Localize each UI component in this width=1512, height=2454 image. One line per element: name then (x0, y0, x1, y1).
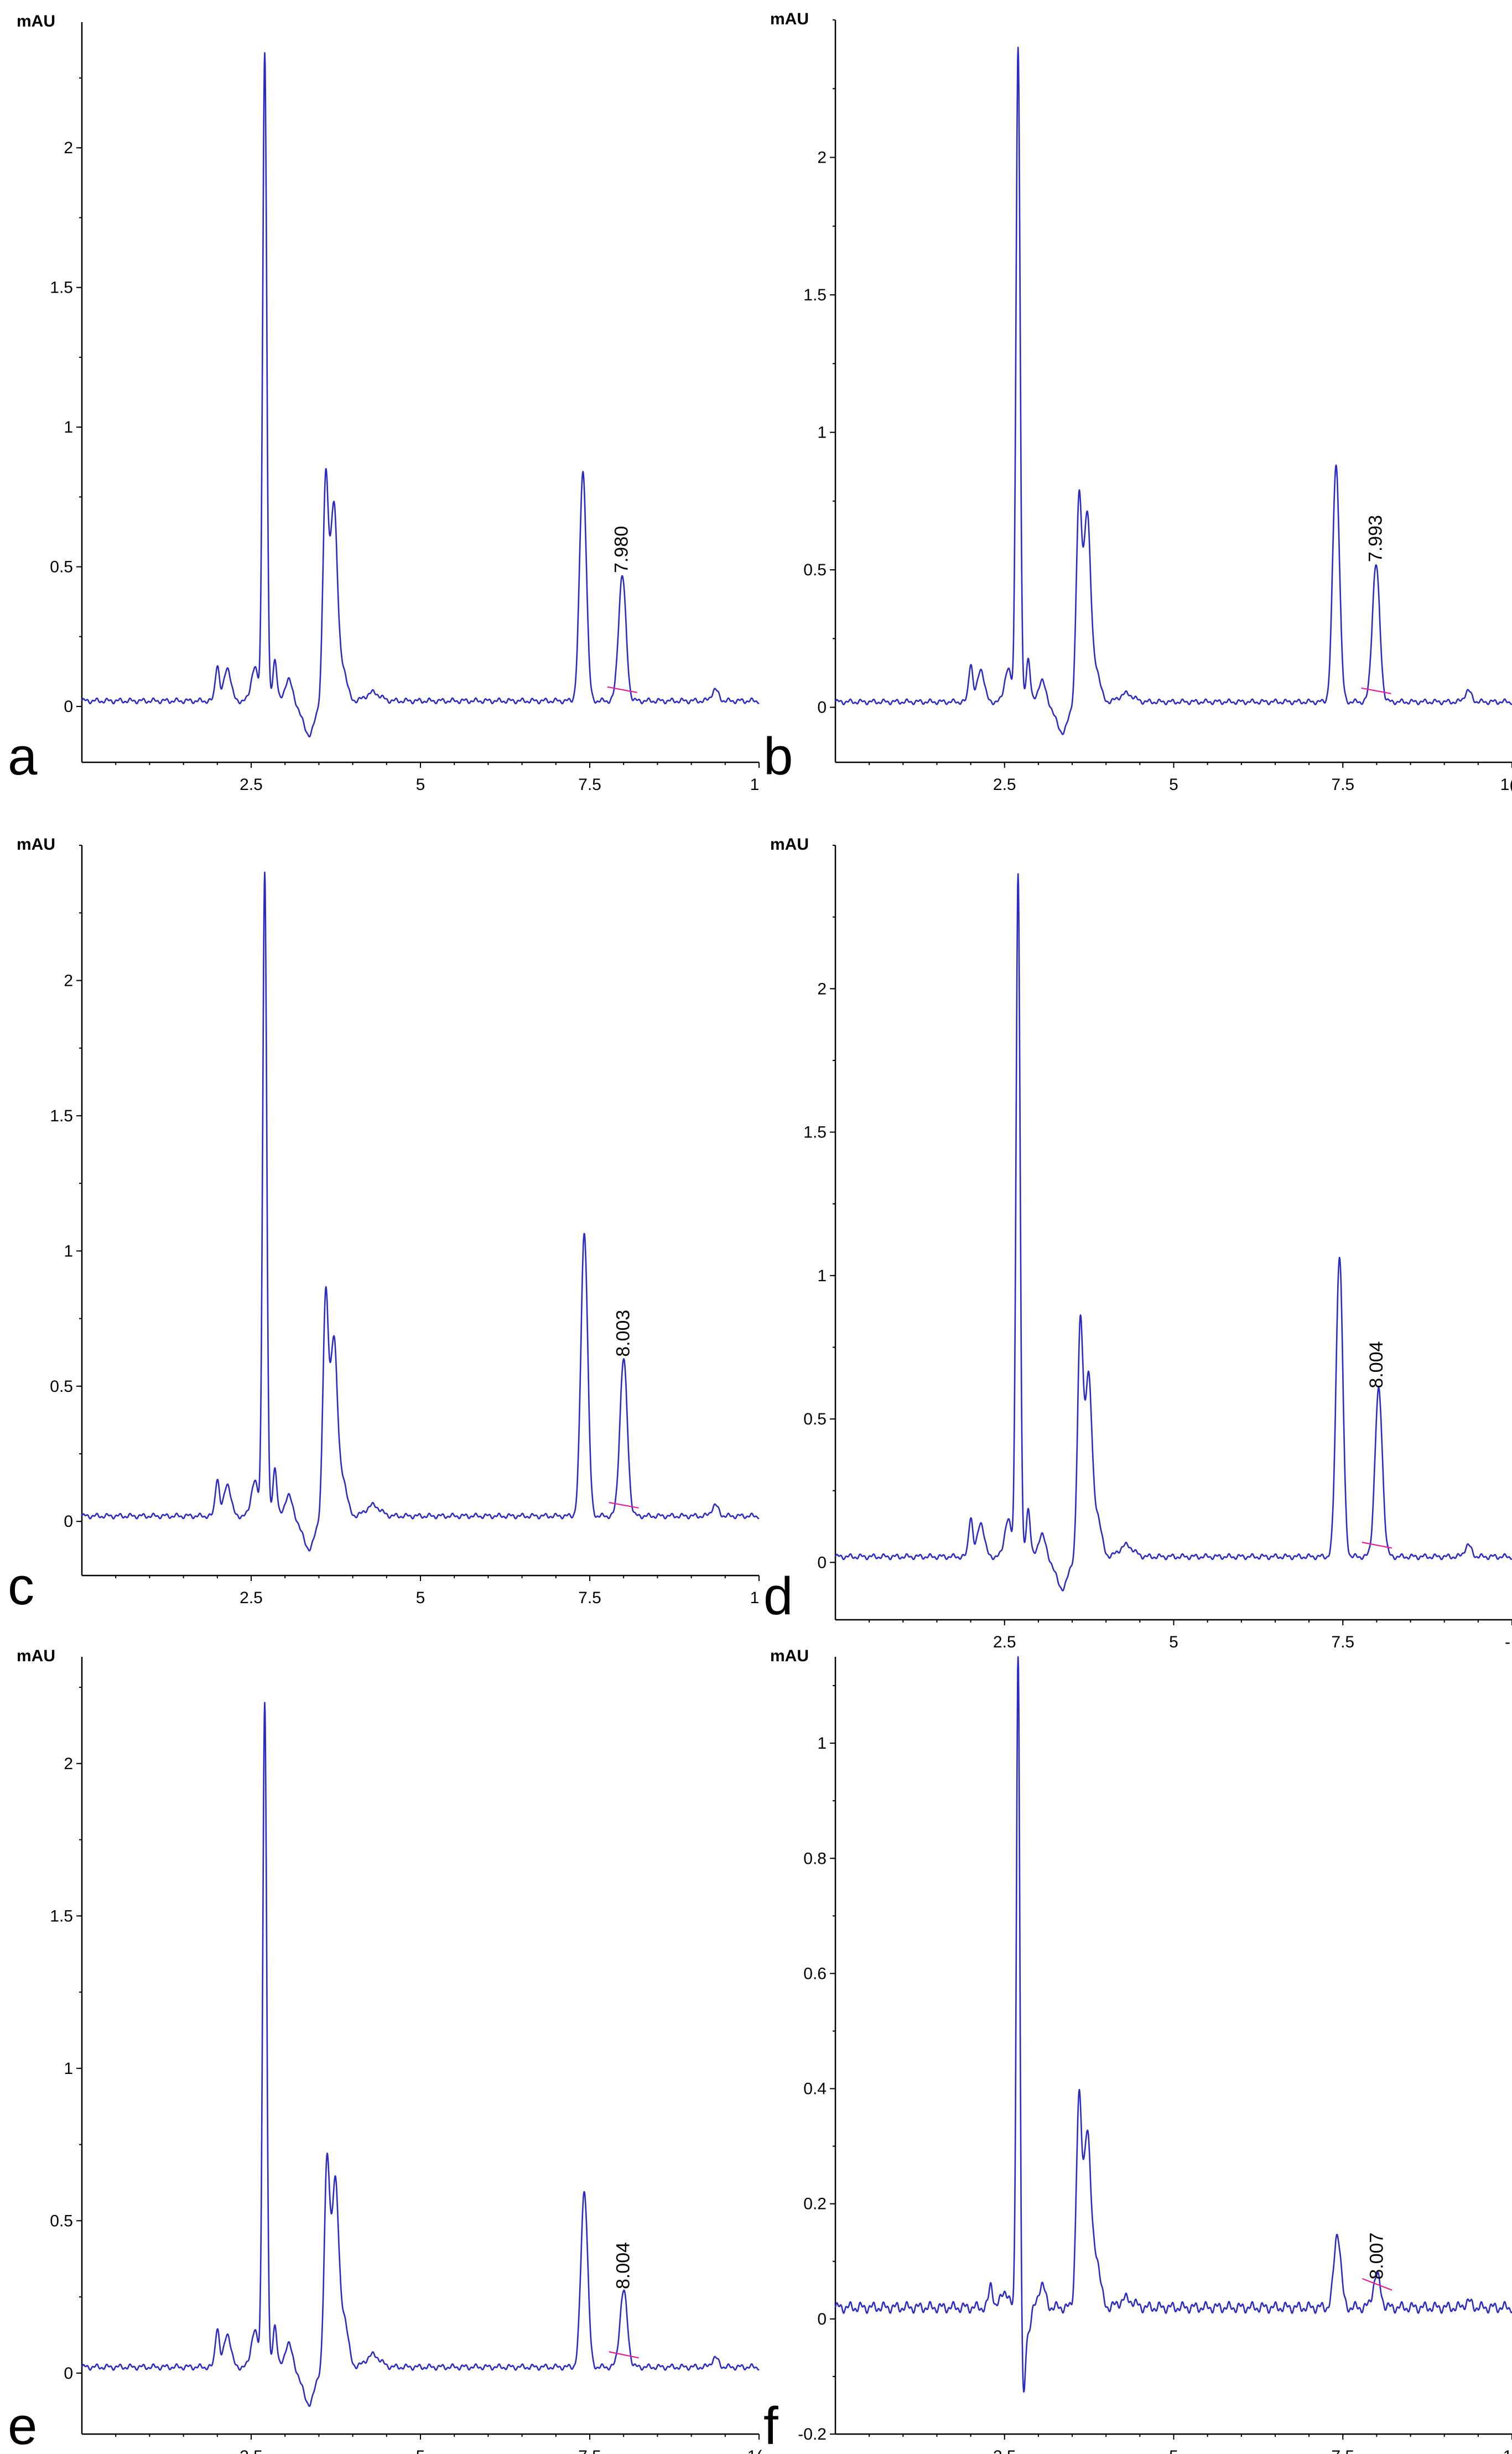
y-tick-label: 1.5 (50, 279, 73, 297)
y-tick-label: 1 (817, 1734, 827, 1753)
y-tick-label: 0 (64, 698, 73, 716)
x-tick-label: 1 (1503, 2447, 1512, 2454)
x-tick-label: 2.5 (240, 2447, 263, 2454)
y-tick-label: 0.6 (803, 1964, 827, 1983)
y-tick-label: 0.4 (803, 2080, 827, 2098)
y-tick-label: 1 (817, 1267, 827, 1285)
peak-retention-label: 7.980 (611, 526, 632, 573)
integration-baseline (607, 686, 637, 693)
x-tick-label: 7.5 (1331, 2447, 1354, 2454)
x-tick-label: - (1505, 1633, 1510, 1651)
chromatogram-panel-b: mAU 0 0.5 1 1.5 2 2.5 5 7.5 1( 7.993 b (763, 10, 1512, 794)
x-tick-label: 5 (1169, 1633, 1178, 1651)
y-tick-label: 0 (817, 699, 827, 717)
panel-letter: e (8, 2396, 37, 2454)
peak-retention-label: 7.993 (1365, 515, 1386, 562)
y-tick-label: 1 (64, 1242, 73, 1260)
integration-baseline (1362, 2278, 1393, 2291)
x-tick-label: 5 (416, 2447, 425, 2454)
y-tick-label: 1 (64, 418, 73, 436)
integration-baseline (609, 2351, 639, 2359)
y-tick-label: 0 (64, 1512, 73, 1531)
x-tick-label: 2.5 (993, 2447, 1016, 2454)
chromatogram-panel-a: mAU 0 0.5 1 1.5 2 2.5 5 7.5 1 7.980 a (8, 12, 760, 794)
x-tick-label: 2.5 (993, 1633, 1016, 1651)
integration-baseline (1361, 687, 1391, 694)
x-tick-label: 7.5 (578, 776, 601, 794)
x-tick-label: 2.5 (240, 776, 263, 794)
y-unit-label: mAU (770, 835, 809, 854)
y-tick-label: 0.5 (803, 1410, 827, 1428)
integration-baseline (1362, 1541, 1393, 1549)
peak-retention-label: 8.003 (613, 1310, 634, 1357)
chromatogram-trace (834, 1656, 1512, 2393)
peak-retention-label: 8.004 (1366, 1341, 1387, 1388)
y-tick-label: 0.8 (803, 1849, 827, 1868)
y-unit-label: mAU (17, 1647, 55, 1665)
panel-letter: b (763, 727, 793, 786)
y-unit-label: mAU (770, 1647, 809, 1665)
chromatogram-trace (81, 1702, 760, 2407)
x-tick-label: 7.5 (578, 1589, 601, 1607)
panel-letter: f (763, 2396, 778, 2454)
chromatogram-trace (834, 46, 1512, 735)
y-tick-label: 0.5 (50, 2212, 73, 2230)
x-tick-label: 1 (750, 1589, 760, 1607)
x-tick-label: 5 (416, 776, 425, 794)
y-unit-label: mAU (17, 12, 55, 30)
chromatogram-panel-f: mAU -0.2 0 0.2 0.4 0.6 0.8 1 2.5 5 7.5 1 8.007 f (763, 1647, 1512, 2454)
y-tick-label: 2 (817, 980, 827, 998)
chromatogram-panel-c: mAU 0 0.5 1 1.5 2 2.5 5 7.5 1 8.003 c (8, 835, 760, 1616)
y-tick-label: 0.5 (803, 561, 827, 579)
y-tick-label: 1 (817, 424, 827, 442)
y-tick-label: 1 (64, 2060, 73, 2078)
x-tick-label: 2.5 (993, 776, 1016, 794)
panel-letter: a (8, 727, 38, 786)
peak-retention-label: 8.004 (613, 2242, 634, 2289)
y-tick-label: 1.5 (803, 1124, 827, 1142)
panel-letter: c (8, 1557, 34, 1616)
y-tick-label: 2 (817, 149, 827, 167)
y-tick-label: 1.5 (50, 1907, 73, 1925)
panel-letter: d (763, 1567, 793, 1626)
x-tick-label: 7.5 (1331, 776, 1354, 794)
x-tick-label: 2.5 (240, 1589, 263, 1607)
x-tick-label: 7.5 (1331, 1633, 1354, 1651)
x-tick-label: 5 (1169, 2447, 1178, 2454)
integration-baseline (609, 1501, 639, 1509)
y-tick-label: 1.5 (803, 286, 827, 304)
x-tick-label: 5 (416, 1589, 425, 1607)
chromatogram-panel-d: mAU 0 0.5 1 1.5 2 2.5 5 7.5 - 8.004 d (763, 835, 1512, 1651)
x-tick-label: 1( (1500, 776, 1512, 794)
y-tick-label: 0 (64, 2364, 73, 2383)
y-unit-label: mAU (770, 10, 809, 28)
y-tick-label: 0.5 (50, 1377, 73, 1396)
peak-retention-label: 8.007 (1366, 2233, 1387, 2280)
y-tick-label: 0 (817, 2310, 827, 2328)
y-tick-label: 0.5 (50, 558, 73, 576)
x-tick-label: 1( (747, 2447, 762, 2454)
y-tick-label: 1.5 (50, 1107, 73, 1125)
y-tick-label: 2 (64, 1755, 73, 1773)
y-tick-label: 2 (64, 139, 73, 157)
y-tick-label: -0.2 (798, 2425, 827, 2443)
x-tick-label: 7.5 (578, 2447, 601, 2454)
chromatogram-trace (81, 871, 760, 1552)
y-tick-label: 0.2 (803, 2195, 827, 2213)
x-tick-label: 5 (1169, 776, 1178, 794)
y-tick-label: 0 (817, 1553, 827, 1572)
y-tick-label: 2 (64, 971, 73, 990)
chromatogram-trace (834, 873, 1512, 1592)
y-unit-label: mAU (17, 835, 55, 854)
x-tick-label: 1 (750, 776, 760, 794)
chromatogram-trace (81, 52, 760, 738)
chromatogram-panel-e: mAU 0 0.5 1 1.5 2 2.5 5 7.5 1( 8.004 e (8, 1647, 762, 2454)
